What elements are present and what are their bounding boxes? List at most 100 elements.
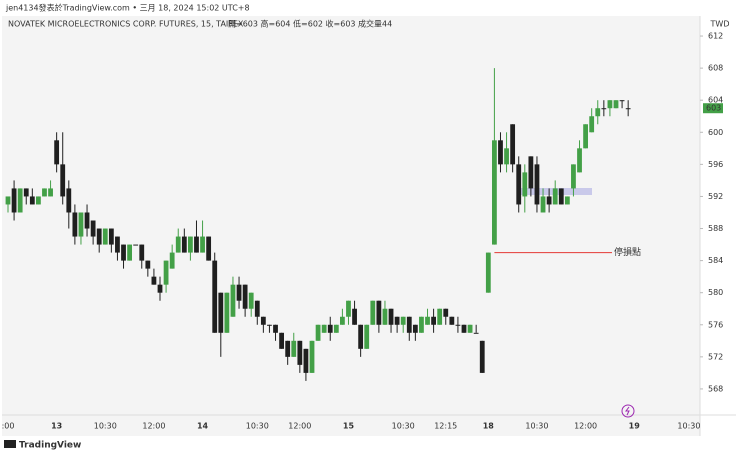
y-tick-label: 600 — [708, 128, 723, 137]
candle-body — [601, 108, 607, 110]
candle-body — [425, 316, 430, 325]
candle-body — [510, 124, 516, 165]
x-tick-label: 12:00 — [574, 422, 597, 431]
x-tick-label: 10:30 — [392, 422, 415, 431]
candle-body — [516, 164, 522, 205]
symbol-title: NOVATEK MICROELECTRONICS CORP. FUTURES, … — [8, 20, 244, 29]
candle-body — [230, 284, 236, 317]
candle-body — [504, 148, 509, 165]
candle-body — [431, 316, 436, 325]
candle-body — [406, 316, 412, 333]
candle-body — [260, 316, 266, 325]
candle-body — [370, 300, 376, 325]
header: jen4134發表於TradingView.com • 三月 18, 2024 … — [5, 3, 250, 13]
candle-body — [248, 292, 254, 309]
candle-body — [358, 324, 364, 349]
x-tick-label: 12:00 — [142, 422, 165, 431]
candle-body — [102, 228, 108, 245]
candle-body — [376, 300, 382, 325]
y-tick-label: 604 — [708, 96, 723, 105]
candle-body — [528, 156, 534, 189]
candle-body — [48, 188, 53, 197]
currency: TWD — [710, 20, 730, 29]
x-tick-label: 14 — [197, 422, 209, 431]
candle-body — [473, 332, 479, 334]
candle-body — [188, 236, 193, 253]
plot-area — [2, 16, 700, 436]
candle-body — [169, 252, 175, 269]
candle-body — [224, 292, 230, 333]
candle-body — [78, 212, 84, 237]
annotation-text: 停損點 — [614, 246, 641, 258]
x-tick-label: 10:30 — [94, 422, 117, 431]
candle-body — [133, 244, 139, 246]
candle-body — [321, 324, 327, 333]
x-tick-label: 12:00 — [288, 422, 311, 431]
candle-body — [181, 236, 187, 253]
candle-body — [297, 340, 303, 365]
candle-body — [212, 260, 218, 333]
candle-body — [625, 108, 631, 110]
candle-body — [66, 188, 72, 213]
y-tick-label: 588 — [708, 224, 723, 233]
candle-body — [540, 196, 546, 213]
candle-body — [218, 292, 224, 333]
candle-body — [613, 100, 619, 109]
candle-body — [206, 236, 212, 261]
event-icon[interactable] — [621, 404, 635, 418]
candle-body — [419, 316, 424, 333]
candle-body — [546, 196, 552, 205]
candle-body — [412, 324, 418, 333]
x-tick-label: 10:30 — [246, 422, 269, 431]
candle-body — [437, 308, 443, 325]
footer-logo-text: TradingView — [19, 441, 81, 451]
candle-body — [108, 228, 114, 245]
candle-body — [461, 324, 467, 333]
candle-body — [72, 212, 78, 237]
last-price-box — [703, 103, 723, 114]
x-tick-label: 18 — [483, 422, 495, 431]
candle-body — [619, 100, 625, 102]
candle-body — [571, 164, 576, 189]
candle-body — [36, 196, 41, 205]
candle-body — [400, 316, 406, 325]
candle-body — [498, 140, 503, 165]
candle-body — [285, 340, 291, 357]
candle-body — [163, 260, 169, 285]
candle-body — [254, 300, 260, 317]
candle-body — [157, 284, 163, 293]
x-tick-label: 12:15 — [434, 422, 457, 431]
candle-body — [60, 164, 66, 197]
x-tick-label: 10:30 — [525, 422, 548, 431]
candle-body — [303, 348, 309, 373]
candle-body — [455, 324, 461, 326]
candle-body — [115, 236, 120, 253]
candle-body — [267, 324, 272, 326]
y-tick-label: 608 — [708, 64, 723, 73]
candle-body — [333, 324, 339, 333]
x-tick-label: 19 — [629, 422, 641, 431]
event-icon-bolt — [625, 406, 630, 416]
candle-body — [145, 260, 151, 269]
candle-body — [17, 188, 23, 213]
candle-body — [577, 148, 582, 173]
candle-body — [558, 188, 564, 205]
y-tick-label: 572 — [708, 352, 723, 361]
candle-body — [194, 236, 199, 253]
x-tick-label: 13 — [51, 422, 62, 431]
candle-body — [236, 284, 242, 301]
candle-body — [449, 316, 455, 325]
candle-body — [327, 324, 333, 333]
candle-body — [552, 188, 558, 205]
y-tick-label: 592 — [708, 192, 723, 201]
candle-body — [595, 108, 601, 117]
candle-body — [607, 100, 613, 109]
x-tick-label: :00 — [2, 422, 15, 431]
candle-body — [54, 140, 60, 165]
candle-body — [175, 236, 181, 253]
candle-body — [340, 316, 345, 325]
candle-body — [485, 252, 491, 293]
candle-body — [467, 324, 473, 333]
